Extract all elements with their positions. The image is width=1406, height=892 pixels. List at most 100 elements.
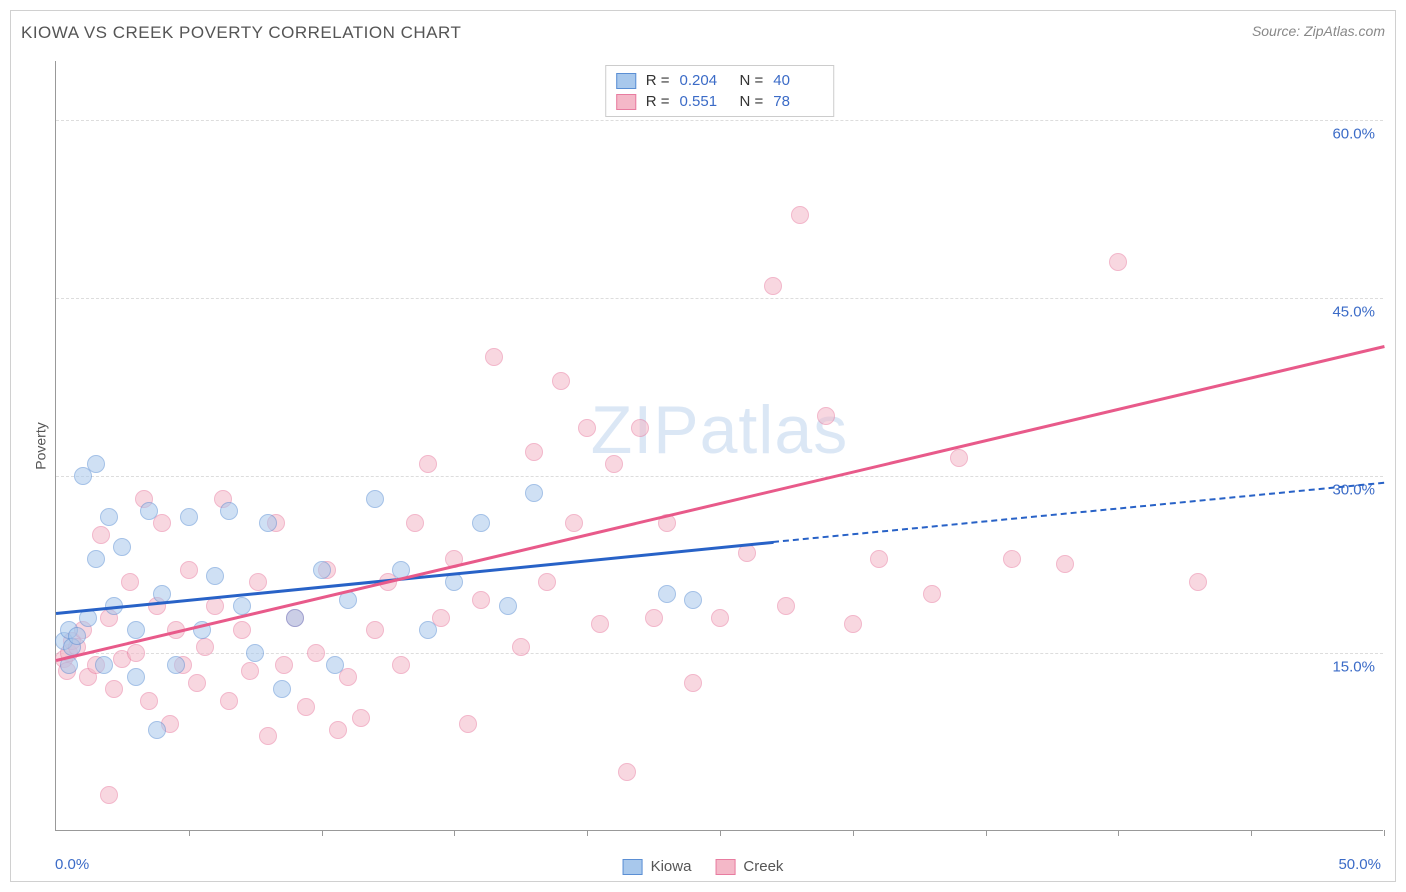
y-tick-label: 45.0% [1332,303,1375,320]
x-tick [454,830,455,836]
creek-marker [1003,550,1021,568]
kiowa-marker [472,514,490,532]
kiowa-marker [95,656,113,674]
kiowa-marker [100,508,118,526]
creek-marker [605,455,623,473]
creek-marker [188,674,206,692]
n-value: 40 [773,72,823,89]
kiowa-marker [220,502,238,520]
creek-marker [525,443,543,461]
legend-label: Kiowa [651,858,692,875]
creek-marker [1109,253,1127,271]
kiowa-marker [233,597,251,615]
trend-line-dashed [773,482,1384,543]
creek-marker [777,597,795,615]
kiowa-marker [525,484,543,502]
creek-marker [100,786,118,804]
creek-marker [472,591,490,609]
y-tick-label: 60.0% [1332,126,1375,143]
creek-marker [196,638,214,656]
legend-item-creek: Creek [715,858,783,875]
creek-marker [870,550,888,568]
creek-marker [241,662,259,680]
plot-area: ZIPatlas R = 0.204 N = 40R = 0.551 N = 78 15.0… [55,61,1383,831]
n-value: 78 [773,93,823,110]
r-value: 0.204 [680,72,730,89]
creek-marker [764,277,782,295]
gridline [56,476,1383,477]
creek-marker [366,621,384,639]
x-tick [1118,830,1119,836]
creek-marker [1056,555,1074,573]
kiowa-marker [259,514,277,532]
kiowa-swatch [616,73,636,89]
legend-label: Creek [743,858,783,875]
x-tick [853,830,854,836]
creek-swatch [616,94,636,110]
kiowa-marker [180,508,198,526]
legend-item-kiowa: Kiowa [623,858,692,875]
x-tick [1251,830,1252,836]
legend-row-creek: R =0.551N =78 [616,91,824,112]
kiowa-marker [658,585,676,603]
creek-marker [249,573,267,591]
r-value: 0.551 [680,93,730,110]
source-label: Source: ZipAtlas.com [1252,23,1385,39]
creek-marker [140,692,158,710]
creek-marker [259,727,277,745]
creek-marker [92,526,110,544]
x-tick [720,830,721,836]
creek-marker [711,609,729,627]
y-tick-label: 15.0% [1332,659,1375,676]
creek-marker [220,692,238,710]
creek-marker [180,561,198,579]
chart-container: KIOWA VS CREEK POVERTY CORRELATION CHART… [10,10,1396,882]
x-axis-max-label: 50.0% [1338,856,1381,873]
kiowa-marker [419,621,437,639]
watermark: ZIPatlas [591,391,848,469]
creek-marker [121,573,139,591]
legend-row-kiowa: R = 0.204 N = 40 [616,70,824,91]
kiowa-marker [286,609,304,627]
kiowa-marker [148,721,166,739]
creek-marker [538,573,556,591]
creek-marker [565,514,583,532]
trend-line [56,541,773,615]
x-tick [322,830,323,836]
creek-marker [791,206,809,224]
creek-marker [105,680,123,698]
n-label: N = [740,72,764,89]
n-label: N = [740,93,764,110]
kiowa-marker [445,573,463,591]
creek-marker [923,585,941,603]
creek-marker [1189,573,1207,591]
kiowa-marker [313,561,331,579]
x-tick [986,830,987,836]
watermark-atlas: atlas [700,392,849,468]
kiowa-marker [246,644,264,662]
kiowa-marker [499,597,517,615]
creek-marker [206,597,224,615]
creek-marker [485,348,503,366]
creek-marker [844,615,862,633]
creek-marker [578,419,596,437]
kiowa-marker [127,621,145,639]
x-tick [189,830,190,836]
creek-marker [392,656,410,674]
creek-marker [275,656,293,674]
kiowa-marker [68,627,86,645]
x-axis-min-label: 0.0% [55,856,89,873]
creek-marker [352,709,370,727]
creek-marker [552,372,570,390]
creek-marker [684,674,702,692]
kiowa-marker [273,680,291,698]
kiowa-marker [87,550,105,568]
kiowa-marker [326,656,344,674]
kiowa-marker [113,538,131,556]
kiowa-marker [684,591,702,609]
r-label: R = [646,72,670,89]
creek-marker [950,449,968,467]
kiowa-marker [127,668,145,686]
correlation-legend: R = 0.204 N = 40R = 0.551 N = 78 [605,65,835,117]
creek-marker [329,721,347,739]
